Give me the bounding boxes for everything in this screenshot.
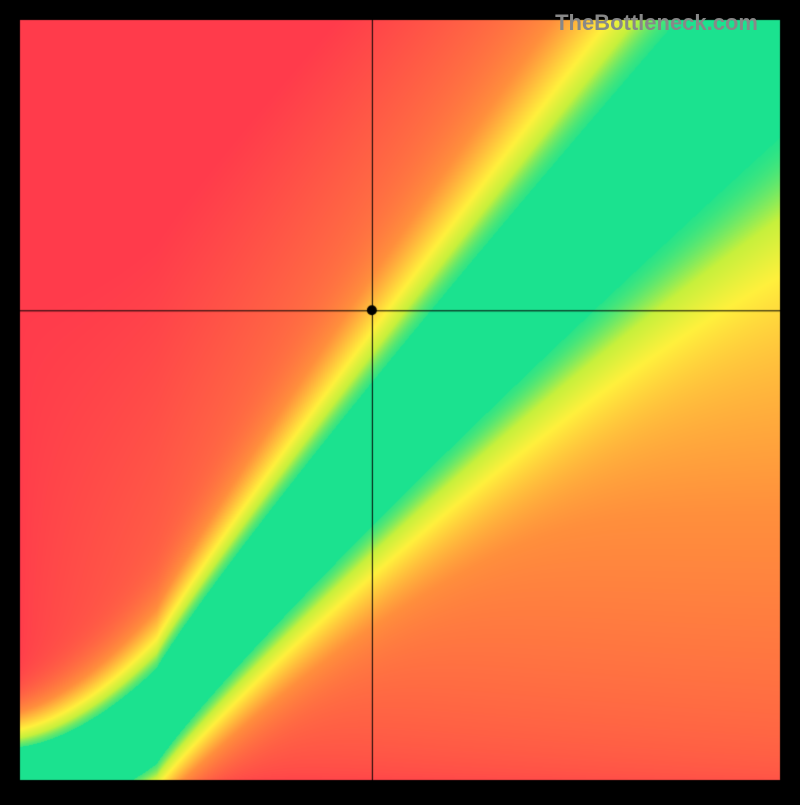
chart-container: TheBottleneck.com (0, 0, 800, 800)
watermark-text: TheBottleneck.com (555, 10, 758, 36)
bottleneck-heatmap (0, 0, 800, 800)
